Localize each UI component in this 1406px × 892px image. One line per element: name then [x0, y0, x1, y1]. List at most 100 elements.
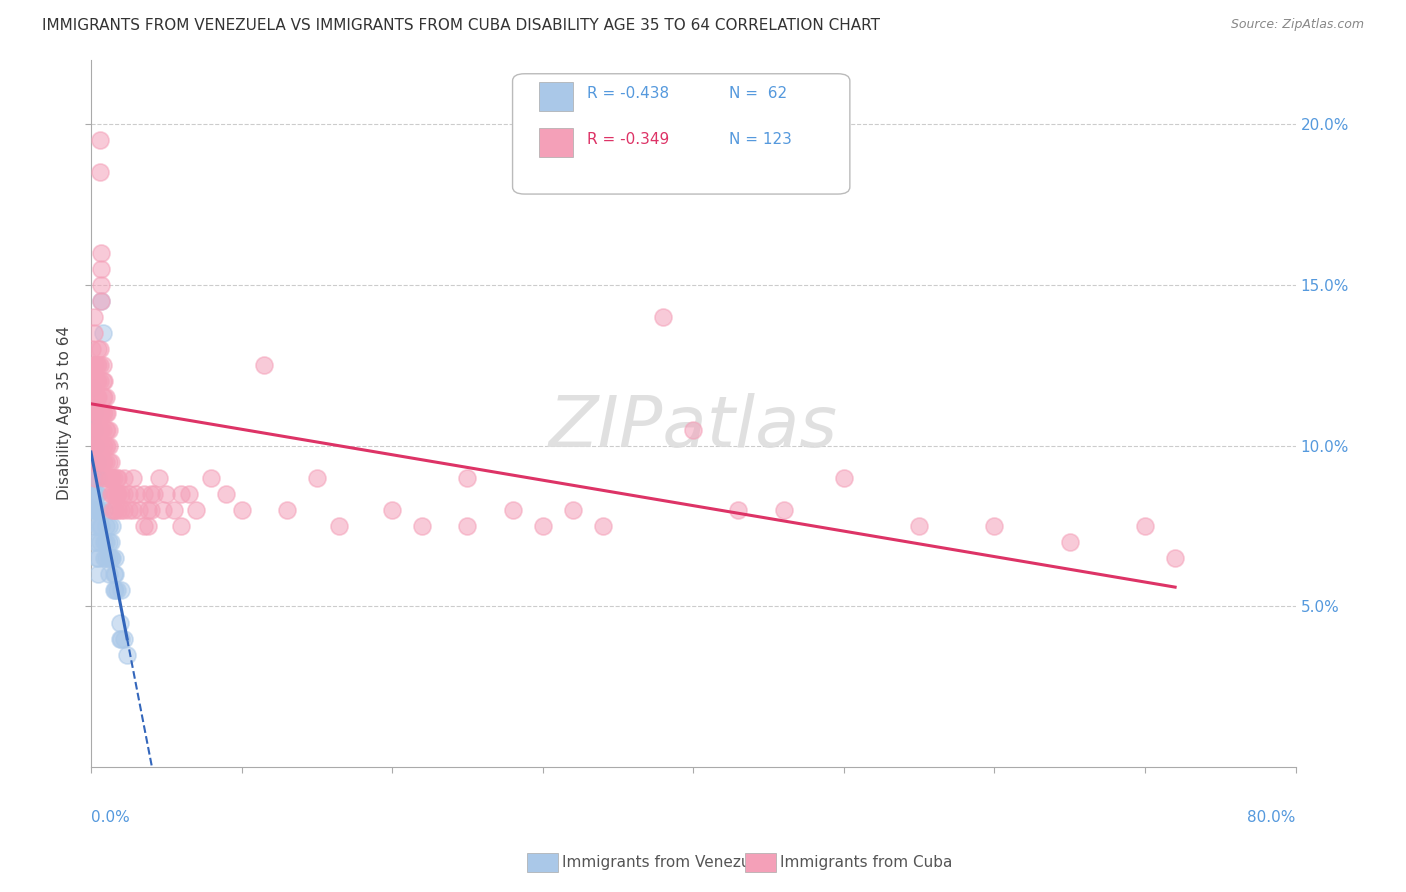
Point: [94, 519, 117, 533]
Point: [100, 471, 122, 485]
Point: [94, 439, 117, 453]
Point: [98, 535, 121, 549]
Point: [86, 439, 108, 453]
Point: [136, 519, 159, 533]
Point: [90, 261, 112, 276]
Point: [94, 423, 117, 437]
Point: [84, 406, 107, 420]
Point: [83, 390, 105, 404]
Point: [87, 551, 110, 566]
Point: [531, 519, 554, 533]
Point: [84, 471, 107, 485]
Point: [104, 503, 127, 517]
Point: [94, 390, 117, 404]
Point: [87, 487, 110, 501]
Text: 0.0%: 0.0%: [91, 810, 129, 825]
Point: [682, 423, 704, 437]
Point: [84, 390, 107, 404]
Point: [86, 455, 108, 469]
Point: [87, 423, 110, 437]
Point: [89, 423, 111, 437]
Point: [163, 503, 186, 517]
Point: [89, 519, 111, 533]
Point: [87, 374, 110, 388]
Point: [231, 503, 253, 517]
Y-axis label: Disability Age 35 to 64: Disability Age 35 to 64: [58, 326, 72, 500]
Point: [83, 358, 105, 372]
Point: [90, 423, 112, 437]
Point: [93, 439, 115, 453]
Point: [84, 455, 107, 469]
Point: [108, 632, 131, 646]
Point: [103, 471, 125, 485]
Point: [125, 487, 148, 501]
Point: [186, 503, 208, 517]
FancyBboxPatch shape: [538, 82, 572, 111]
Point: [86, 503, 108, 517]
Point: [82, 413, 104, 427]
Point: [170, 519, 193, 533]
Point: [86, 455, 108, 469]
Point: [141, 503, 163, 517]
Point: [108, 615, 131, 630]
Point: [170, 487, 193, 501]
Point: [83, 406, 105, 420]
Point: [89, 358, 111, 372]
Point: [456, 519, 478, 533]
Text: R = -0.349: R = -0.349: [588, 132, 669, 147]
Point: [832, 471, 855, 485]
Point: [200, 471, 222, 485]
Point: [101, 471, 124, 485]
Point: [84, 358, 107, 372]
Point: [107, 471, 129, 485]
Point: [83, 374, 105, 388]
Point: [93, 390, 115, 404]
Point: [96, 439, 118, 453]
Point: [117, 487, 139, 501]
Point: [89, 535, 111, 549]
Point: [91, 455, 114, 469]
Point: [148, 471, 170, 485]
Point: [456, 471, 478, 485]
Text: R = -0.438: R = -0.438: [588, 86, 669, 101]
Point: [84, 487, 107, 501]
Point: [96, 406, 118, 420]
Point: [87, 439, 110, 453]
Point: [132, 487, 155, 501]
Point: [103, 487, 125, 501]
Point: [91, 423, 114, 437]
Point: [93, 374, 115, 388]
Point: [89, 503, 111, 517]
Point: [86, 358, 108, 372]
Text: N =  62: N = 62: [730, 86, 787, 101]
Point: [98, 439, 121, 453]
Point: [90, 277, 112, 292]
Point: [90, 293, 112, 308]
Point: [84, 439, 107, 453]
Point: [122, 503, 145, 517]
Point: [91, 374, 114, 388]
Point: [98, 455, 121, 469]
Text: ZIPatlas: ZIPatlas: [548, 393, 838, 462]
Point: [652, 310, 675, 324]
Point: [215, 487, 238, 501]
Point: [98, 471, 121, 485]
Point: [128, 503, 150, 517]
Point: [100, 455, 122, 469]
Point: [84, 519, 107, 533]
Point: [107, 503, 129, 517]
Point: [89, 439, 111, 453]
Point: [87, 503, 110, 517]
Point: [101, 503, 124, 517]
Point: [83, 310, 105, 324]
Point: [90, 406, 112, 420]
Point: [89, 406, 111, 420]
Point: [103, 583, 125, 598]
Point: [83, 439, 105, 453]
Point: [1059, 535, 1081, 549]
Point: [93, 535, 115, 549]
Point: [115, 648, 138, 662]
Point: [89, 342, 111, 356]
Point: [89, 165, 111, 179]
Point: [86, 471, 108, 485]
